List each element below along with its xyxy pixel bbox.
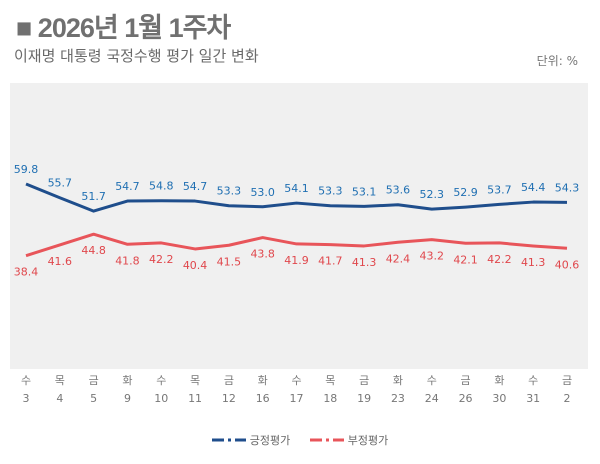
x-tick-day: 수 (291, 374, 301, 387)
x-tick-date: 10 (154, 392, 168, 405)
data-label: 52.3 (420, 188, 445, 201)
chart-subtitle: 이재명 대통령 국정수행 평가 일간 변화 (14, 47, 259, 65)
x-tick-date: 18 (323, 392, 337, 405)
series-line-1 (25, 232, 568, 258)
x-tick-day: 목 (325, 374, 335, 387)
x-tick-day: 금 (359, 374, 369, 387)
legend-item-negative: 부정평가 (309, 432, 389, 448)
legend-label: 부정평가 (347, 434, 389, 447)
data-label: 54.1 (284, 182, 309, 195)
data-label: 51.7 (81, 190, 106, 203)
data-label: 42.2 (149, 253, 174, 266)
x-tick-day: 화 (258, 374, 268, 387)
x-tick-date: 30 (492, 392, 506, 405)
data-label: 54.7 (183, 180, 208, 193)
x-tick-date: 11 (188, 392, 202, 405)
page-title: ■ 2026년 1월 1주차 (16, 13, 231, 43)
x-tick-day: 화 (494, 374, 504, 387)
data-label: 59.8 (14, 163, 39, 176)
legend-line-negative-icon (309, 438, 344, 442)
series-line-0 (25, 182, 568, 213)
data-label: 43.2 (420, 250, 445, 263)
data-label: 54.3 (555, 181, 580, 194)
x-tick-day: 화 (122, 374, 132, 387)
data-label: 54.8 (149, 180, 174, 193)
x-tick-date: 26 (459, 392, 473, 405)
x-tick-date: 12 (222, 392, 236, 405)
x-tick-date: 3 (23, 392, 30, 405)
plot-area (10, 83, 588, 369)
x-tick-date: 24 (425, 392, 439, 405)
data-label: 53.6 (386, 184, 411, 197)
x-tick-date: 5 (90, 392, 97, 405)
x-tick-date: 9 (124, 392, 131, 405)
data-label: 43.8 (250, 248, 275, 261)
legend-label: 긍정평가 (249, 434, 291, 447)
x-tick-date: 19 (357, 392, 371, 405)
data-label: 42.1 (453, 253, 478, 266)
x-tick-day: 수 (427, 374, 437, 387)
data-label: 41.3 (521, 256, 546, 269)
data-label: 53.7 (487, 183, 512, 196)
data-label: 54.4 (521, 181, 546, 194)
unit-label: 단위: % (536, 54, 578, 68)
x-tick-day: 화 (393, 374, 403, 387)
data-label: 41.5 (217, 255, 242, 268)
legend: 긍정평가 부정평가 (0, 432, 600, 448)
data-label: 55.7 (48, 177, 73, 190)
data-label: 53.3 (318, 185, 343, 198)
data-label: 41.3 (352, 256, 377, 269)
x-tick-date: 31 (526, 392, 540, 405)
x-tick-day: 금 (89, 374, 99, 387)
x-tick-date: 16 (256, 392, 270, 405)
data-label: 41.7 (318, 255, 343, 268)
data-label: 41.9 (284, 254, 309, 267)
legend-item-positive: 긍정평가 (211, 432, 291, 448)
x-tick-day: 목 (190, 374, 200, 387)
data-label: 38.4 (14, 266, 39, 279)
x-tick-day: 수 (156, 374, 166, 387)
x-tick-day: 수 (21, 374, 31, 387)
data-label: 53.3 (217, 185, 242, 198)
data-label: 44.8 (81, 244, 106, 257)
data-label: 42.4 (386, 252, 411, 265)
data-label: 42.2 (487, 253, 512, 266)
data-label: 53.1 (352, 185, 377, 198)
x-tick-day: 금 (224, 374, 234, 387)
data-label: 41.8 (115, 254, 140, 267)
data-label: 41.6 (48, 255, 73, 268)
data-label: 52.9 (453, 186, 478, 199)
x-tick-date: 17 (290, 392, 304, 405)
x-tick-day: 금 (461, 374, 471, 387)
x-tick-day: 수 (528, 374, 538, 387)
legend-line-positive-icon (211, 438, 246, 442)
data-label: 54.7 (115, 180, 140, 193)
x-tick-day: 목 (55, 374, 65, 387)
x-tick-day: 금 (562, 374, 572, 387)
x-tick-date: 2 (564, 392, 571, 405)
data-label: 53.0 (250, 186, 275, 199)
data-label: 40.6 (555, 258, 580, 271)
x-tick-date: 23 (391, 392, 405, 405)
x-tick-date: 4 (56, 392, 63, 405)
data-label: 40.4 (183, 259, 208, 272)
